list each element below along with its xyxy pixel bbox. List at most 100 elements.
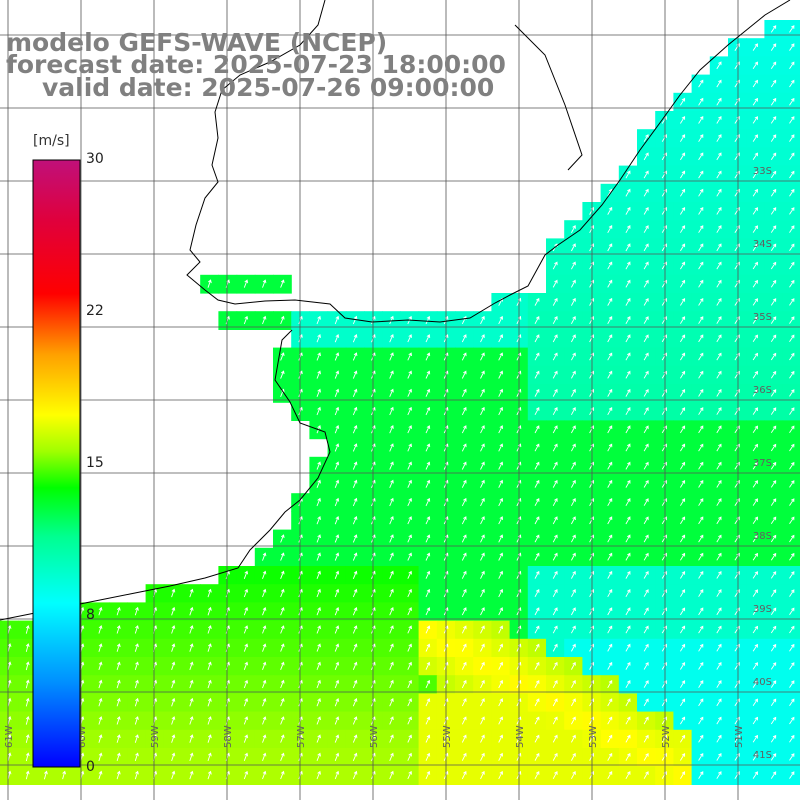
wind-arrow bbox=[116, 770, 121, 780]
wind-arrow bbox=[280, 734, 285, 743]
wind-arrow bbox=[352, 606, 358, 616]
wind-arrow bbox=[698, 170, 704, 179]
wind-arrow bbox=[625, 698, 631, 707]
wind-arrow bbox=[62, 770, 67, 780]
wind-arrow bbox=[643, 152, 649, 161]
wind-arrow bbox=[680, 552, 686, 561]
wind-arrow bbox=[698, 516, 704, 525]
wind-arrow bbox=[552, 261, 558, 270]
wind-arrow bbox=[207, 734, 212, 743]
wind-arrow bbox=[98, 606, 103, 616]
wind-arrow bbox=[316, 679, 321, 689]
wind-arrow bbox=[262, 570, 267, 579]
wind-arrow bbox=[643, 698, 649, 707]
wind-arrow bbox=[280, 570, 285, 579]
wind-arrow bbox=[734, 443, 740, 452]
wind-arrow bbox=[352, 643, 358, 652]
wind-arrow bbox=[770, 207, 777, 215]
wind-arrow bbox=[716, 79, 722, 88]
wind-arrow bbox=[571, 498, 576, 507]
wind-arrow bbox=[716, 407, 722, 415]
wind-arrow bbox=[680, 589, 686, 597]
wind-arrow bbox=[716, 752, 722, 761]
wind-arrow bbox=[716, 625, 722, 634]
wind-arrow bbox=[243, 661, 249, 670]
wind-arrow bbox=[607, 243, 613, 252]
wind-arrow bbox=[607, 443, 613, 452]
wind-arrow bbox=[770, 425, 777, 434]
wind-arrow bbox=[680, 188, 686, 197]
wind-arrow bbox=[134, 752, 139, 762]
wind-arrow bbox=[734, 152, 740, 161]
wind-arrow bbox=[698, 625, 704, 634]
wind-arrow bbox=[461, 770, 467, 780]
wind-arrow bbox=[625, 771, 631, 780]
wind-arrow bbox=[571, 680, 576, 689]
wind-arrow bbox=[7, 770, 12, 780]
wind-arrow bbox=[734, 461, 740, 470]
wind-arrow bbox=[461, 479, 467, 488]
wind-arrow bbox=[171, 643, 176, 652]
wind-arrow bbox=[680, 570, 686, 579]
wind-arrow bbox=[698, 698, 704, 707]
wind-arrow bbox=[389, 334, 394, 343]
wind-arrow bbox=[498, 661, 504, 670]
valid-date: valid date: 2025-07-26 09:00:00 bbox=[42, 73, 495, 102]
wind-arrow bbox=[734, 625, 740, 634]
wind-arrow bbox=[770, 188, 777, 197]
wind-arrow bbox=[498, 406, 504, 416]
wind-arrow bbox=[171, 734, 176, 743]
coastline-segment bbox=[186, 0, 791, 323]
wind-arrow bbox=[461, 570, 467, 579]
wind-arrow bbox=[680, 352, 686, 361]
wind-arrow bbox=[280, 588, 285, 598]
wind-arrow bbox=[680, 625, 686, 634]
wind-arrow bbox=[189, 643, 194, 652]
wind-arrow bbox=[789, 589, 795, 597]
wind-speed-field bbox=[0, 20, 800, 785]
wind-arrow bbox=[752, 461, 758, 470]
wind-arrow bbox=[262, 679, 267, 689]
wind-arrow bbox=[607, 461, 613, 470]
wind-arrow bbox=[498, 552, 504, 561]
wind-arrow bbox=[534, 534, 540, 543]
wind-arrow bbox=[734, 352, 740, 361]
wind-arrow bbox=[262, 752, 267, 761]
wind-arrow bbox=[770, 61, 777, 70]
wind-arrow bbox=[716, 425, 722, 434]
wind-arrow bbox=[680, 461, 686, 470]
wind-arrow bbox=[480, 570, 485, 579]
coastline bbox=[0, 0, 791, 621]
wind-arrow bbox=[625, 552, 631, 561]
wind-arrow bbox=[716, 698, 722, 707]
wind-arrow bbox=[189, 679, 194, 689]
wind-arrow bbox=[389, 643, 394, 652]
wind-arrow bbox=[770, 243, 777, 252]
wind-arrow bbox=[607, 279, 613, 288]
wind-arrow bbox=[716, 589, 722, 597]
colorbar-tick: 22 bbox=[86, 303, 104, 319]
wind-arrow bbox=[425, 370, 431, 379]
wind-arrow bbox=[280, 552, 285, 561]
wind-arrow bbox=[643, 643, 649, 652]
wind-arrow bbox=[680, 243, 686, 252]
wind-arrow bbox=[698, 643, 704, 652]
wind-arrow bbox=[407, 752, 412, 761]
wind-arrow bbox=[461, 607, 467, 616]
wind-arrow bbox=[389, 534, 394, 543]
wind-arrow bbox=[625, 516, 631, 525]
wind-arrow bbox=[316, 515, 321, 525]
wind-arrow bbox=[698, 388, 704, 397]
wind-arrow bbox=[789, 680, 795, 688]
wind-arrow bbox=[134, 661, 139, 671]
wind-arrow bbox=[607, 407, 613, 416]
wind-arrow bbox=[534, 498, 540, 507]
wind-arrow bbox=[625, 279, 631, 288]
wind-arrow bbox=[643, 352, 649, 361]
wind-arrow bbox=[625, 407, 631, 416]
wind-arrow bbox=[171, 697, 176, 707]
wind-arrow bbox=[498, 643, 504, 652]
wind-arrow bbox=[552, 734, 558, 743]
wind-arrow bbox=[425, 552, 431, 561]
wind-arrow bbox=[789, 571, 795, 579]
